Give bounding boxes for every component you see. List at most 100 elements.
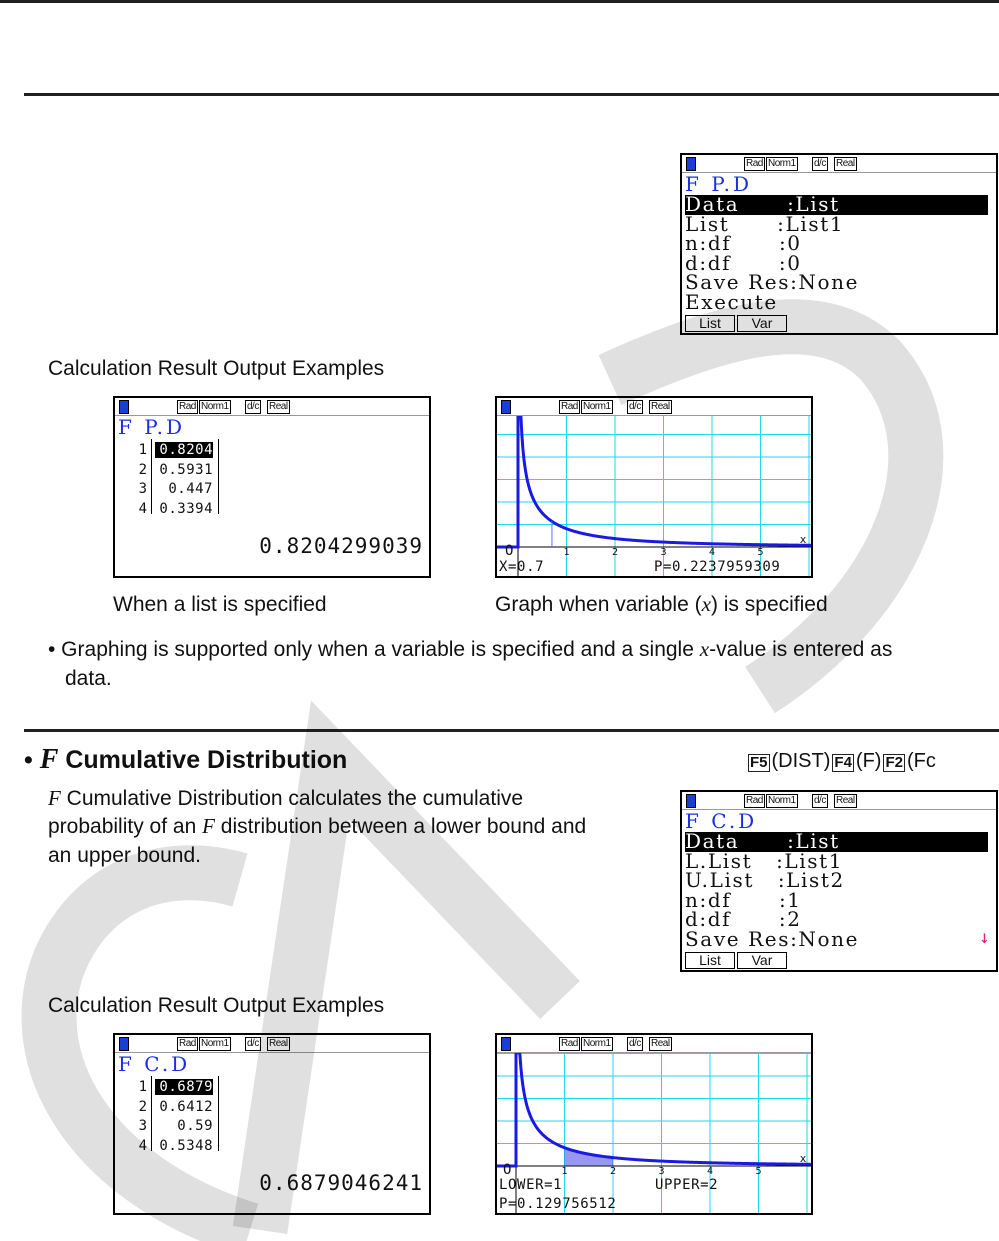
status-badge: Norm1 (199, 400, 231, 414)
list-index: 4 (138, 1137, 147, 1154)
top-border (0, 0, 999, 3)
status-badge: Rad (744, 157, 765, 171)
list-index: 3 (138, 481, 147, 497)
x-tick-label: 4 (707, 1166, 714, 1177)
calculator-screen-fpd-list: Rad Norm1 d/c Real F P.D 1 0.8204 2 0.5931 3 0.447… (113, 396, 431, 578)
status-badge: Real (267, 400, 290, 414)
graph-plot (497, 416, 811, 576)
status-badge: Rad (559, 1037, 580, 1051)
list-index: 2 (138, 461, 147, 478)
status-badge: d/c (812, 794, 828, 808)
list-index: 1 (138, 1079, 147, 1095)
graphing-note-line2: data. (65, 667, 112, 690)
caption-list: When a list is specified (113, 593, 327, 616)
function-key-list[interactable]: List (685, 315, 735, 332)
setting-row: Save Res:None (685, 927, 860, 951)
status-badge: Rad (559, 400, 580, 414)
caption-text: Graph when variable ( (495, 593, 702, 616)
x-tick-label: 1 (561, 1166, 569, 1177)
status-badge: Real (267, 1037, 290, 1051)
list-index: 2 (138, 1098, 147, 1115)
x-tick-label: 5 (755, 1166, 763, 1177)
list-value: 0.447 (168, 481, 213, 497)
graph-plot (497, 1053, 811, 1213)
key-label: (Fc (906, 750, 936, 772)
desc-text: probability of an (48, 815, 203, 838)
description-line2: probability of an F distribution between… (48, 812, 586, 841)
x-tick-label: 2 (610, 1166, 617, 1177)
caption-var: x (701, 592, 711, 616)
list-index: 1 (138, 442, 147, 458)
result-value: 0.6879046241 (259, 1171, 423, 1195)
battery-icon (686, 794, 696, 808)
bullet: • (24, 746, 33, 774)
x-tick-label: 4 (709, 547, 716, 558)
list-bracket (151, 439, 219, 514)
status-badge: d/c (245, 400, 261, 414)
results-heading: Calculation Result Output Examples (48, 357, 385, 380)
status-badge: Real (834, 157, 857, 171)
status-bar: Rad Norm1 d/c Real (115, 398, 429, 416)
key-f2[interactable]: F2 (883, 754, 905, 772)
axis-label-x: x (799, 1152, 807, 1165)
status-badge: d/c (627, 1037, 643, 1051)
pdf-curve (497, 416, 811, 549)
section-heading: • F Cumulative Distribution (24, 745, 347, 775)
status-badge: d/c (812, 157, 828, 171)
setting-row: d:df :0 (685, 250, 802, 275)
desc-text: distribution between a lower bound and (214, 815, 587, 838)
list-value: 0.59 (177, 1118, 213, 1134)
setting-row: L.List :List1 (685, 848, 844, 873)
battery-icon (119, 400, 129, 414)
status-badge: Real (649, 400, 672, 414)
setting-row: Data :List (685, 831, 988, 852)
p-readout: P=0.129756512 (499, 1196, 617, 1212)
setting-row: Save Res:None (685, 270, 860, 295)
x-tick-label: 3 (660, 547, 668, 558)
function-key-var[interactable]: Var (737, 952, 787, 969)
status-badge: Rad (177, 400, 198, 414)
status-badge: Rad (744, 794, 765, 808)
status-bar: Rad Norm1 d/c Real (497, 1035, 811, 1053)
setting-row: n:df :1 (685, 887, 802, 912)
list-value: 0.5348 (159, 1137, 213, 1154)
setting-row: U.List :List2 (685, 868, 845, 893)
key-f5[interactable]: F5 (748, 754, 770, 772)
list-value: 0.8204 (155, 442, 213, 458)
status-bar: Rad Norm1 d/c Real (682, 155, 996, 173)
list-value: 0.5931 (159, 461, 213, 478)
section-divider (24, 729, 999, 732)
lower-readout: LOWER=1 (499, 1177, 563, 1193)
note-text: • Graphing is supported only when a vari… (48, 638, 700, 661)
desc-text: Cumulative Distribution calculates the c… (60, 787, 524, 810)
screen-title: F P.D (685, 172, 753, 196)
status-badge: Norm1 (581, 1037, 613, 1051)
list-index: 4 (138, 500, 147, 517)
screen-title: F C.D (685, 809, 758, 833)
key-label: (F) (855, 750, 882, 772)
list-value: 0.6412 (159, 1098, 213, 1115)
x-readout: X=0.7 (499, 559, 545, 575)
desc-var: F (48, 786, 61, 810)
status-badge: d/c (245, 1037, 261, 1051)
calculator-screen-fpd-setup: Rad Norm1 d/c Real F P.D Data :List List :List… (680, 153, 998, 335)
key-f4[interactable]: F4 (832, 754, 854, 772)
function-key-list[interactable]: List (685, 952, 735, 969)
x-tick-label: 1 (563, 547, 571, 558)
axis-label-x: x (799, 533, 807, 546)
key-label: (DIST) (771, 750, 831, 772)
function-key-var[interactable]: Var (737, 315, 787, 332)
battery-icon (501, 1037, 511, 1051)
heading-var: F (39, 744, 59, 775)
description-line3: an upper bound. (48, 844, 201, 867)
key-sequence: F5 (DIST) F4 (F) F2 (Fc (746, 747, 936, 776)
status-badge: Norm1 (581, 400, 613, 414)
description-line1: F Cumulative Distribution calculates the… (48, 784, 523, 813)
calculator-screen-fcd-setup: Rad Norm1 d/c Real F C.D Data :List L.List :Li… (680, 790, 998, 972)
status-bar: Rad Norm1 d/c Real (115, 1035, 429, 1053)
origin-label: O (503, 1162, 513, 1178)
heading-title: Cumulative Distribution (65, 746, 348, 774)
section-divider (24, 93, 999, 96)
origin-label: O (505, 543, 515, 559)
